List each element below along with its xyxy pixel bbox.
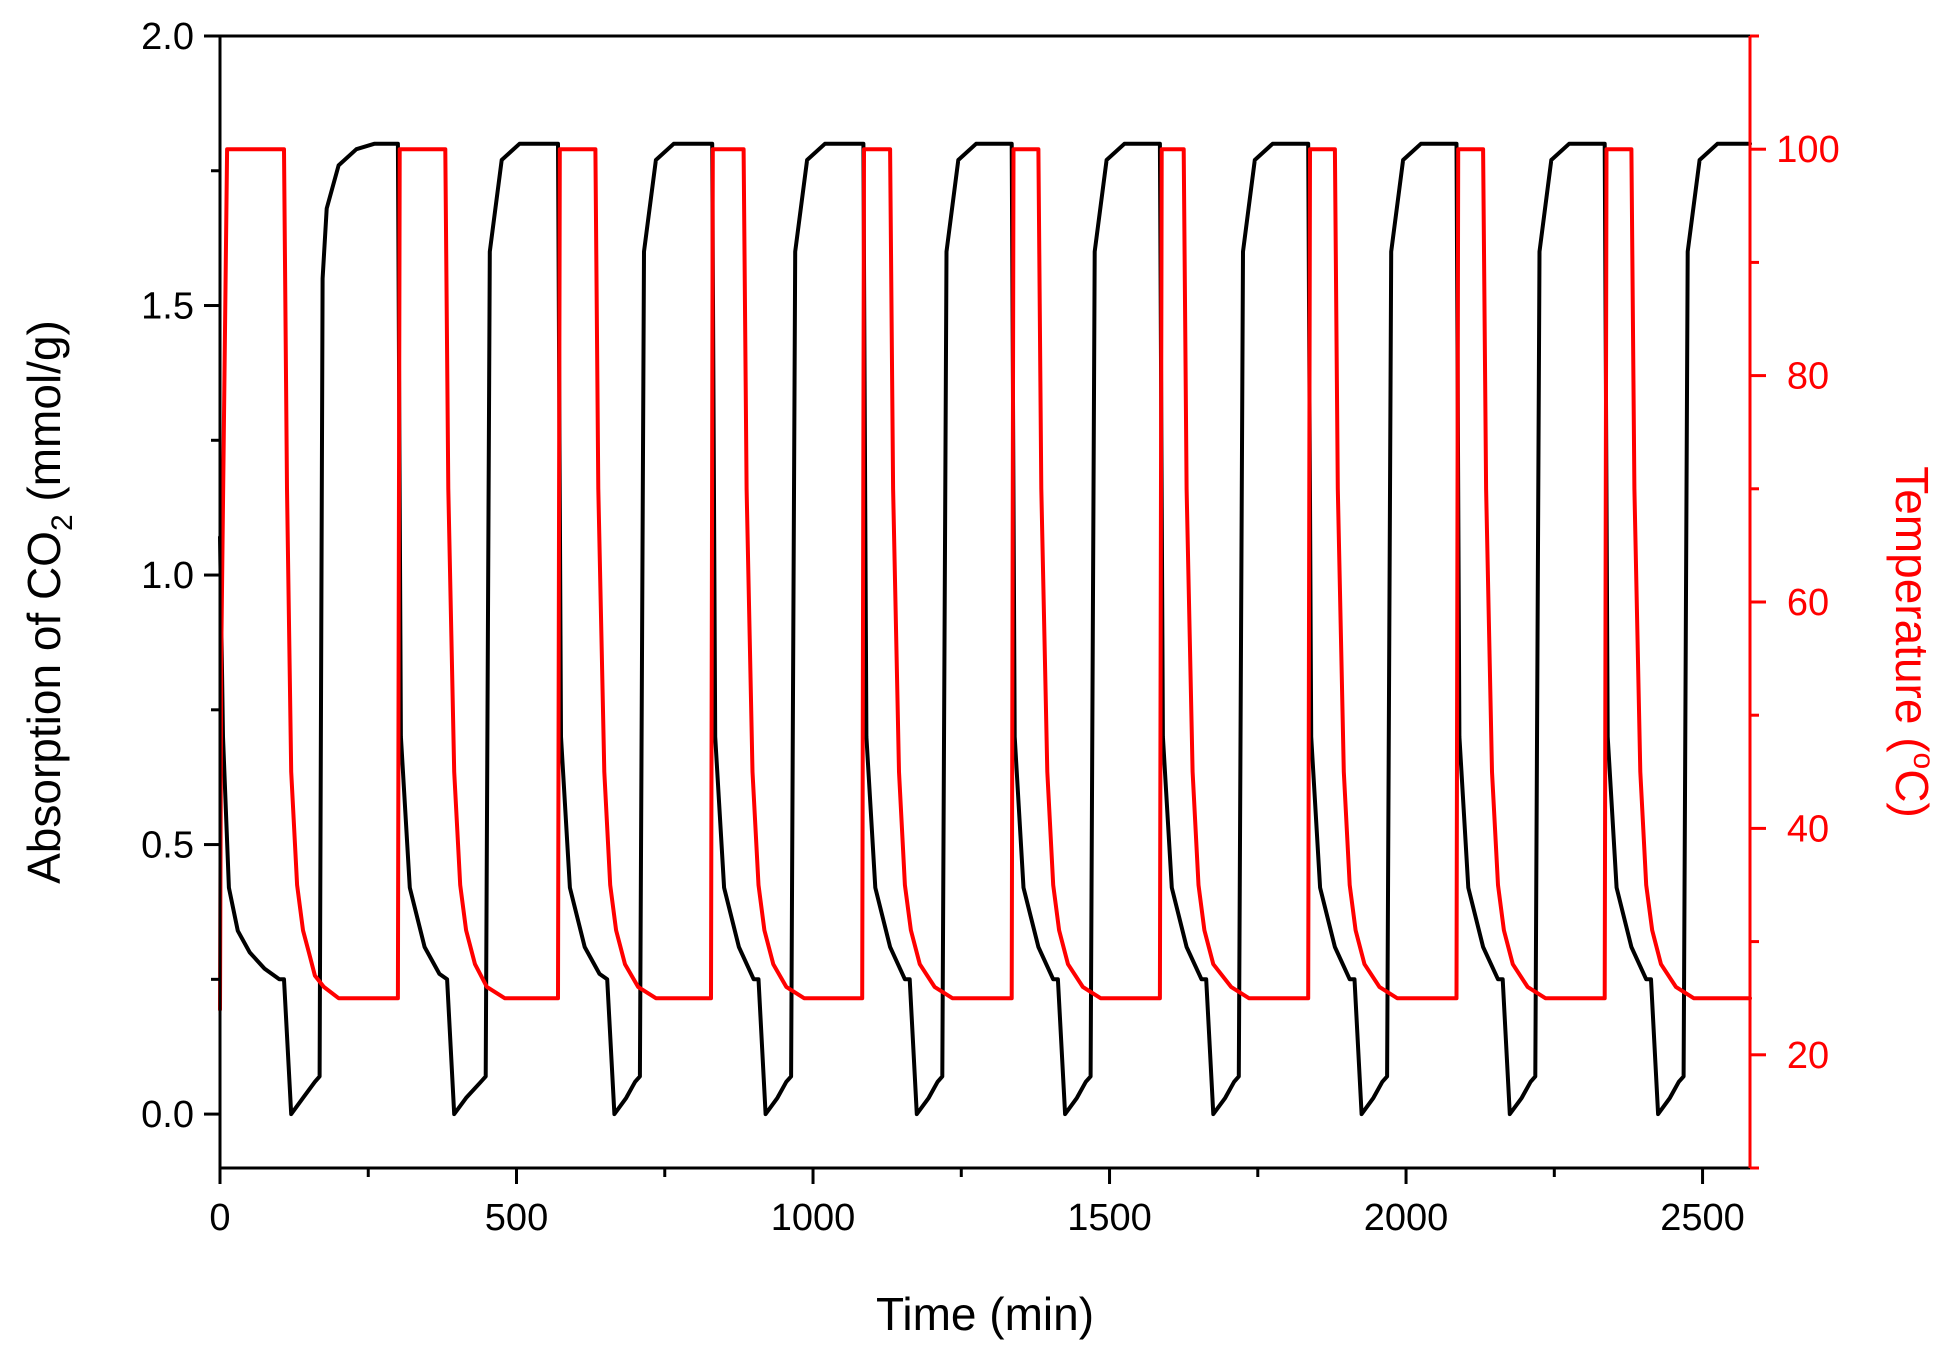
left-y-tick-label: 1.5 bbox=[141, 286, 194, 328]
x-tick-label: 1000 bbox=[771, 1197, 856, 1239]
right-y-tick-label: 60 bbox=[1787, 582, 1829, 624]
x-tick-label: 2500 bbox=[1660, 1197, 1745, 1239]
left-y-tick-label: 2.0 bbox=[141, 16, 194, 58]
right-y-axis-title: Temperature (oC) bbox=[1886, 466, 1940, 818]
right-y-axis-title-prefix: Temperature ( bbox=[1886, 466, 1938, 753]
x-tick-label: 1500 bbox=[1067, 1197, 1152, 1239]
right-y-axis-title-superscript: o bbox=[1907, 753, 1940, 770]
ticks-layer: 0 500 1000 1500 2000 2500 0.0 0.5 1.0 1.5 2.0 20 40 6… bbox=[141, 16, 1840, 1239]
right-y-tick-label: 100 bbox=[1776, 129, 1839, 171]
right-y-tick-label: 80 bbox=[1787, 356, 1829, 398]
left-y-tick-label: 0.5 bbox=[141, 825, 194, 867]
x-tick-label: 500 bbox=[485, 1197, 548, 1239]
right-y-tick-label: 40 bbox=[1787, 808, 1829, 850]
left-y-axis-title-suffix: (mmol/g) bbox=[18, 320, 70, 514]
right-y-tick-label: 20 bbox=[1787, 1035, 1829, 1077]
left-y-tick-label: 0.0 bbox=[141, 1094, 194, 1136]
left-y-axis-title-prefix: Absorption of CO bbox=[18, 531, 70, 884]
x-axis-title: Time (min) bbox=[876, 1288, 1094, 1340]
series-layer bbox=[218, 141, 1752, 1117]
temperature-series-line bbox=[218, 147, 1752, 1012]
right-y-axis-title-suffix: C) bbox=[1886, 769, 1938, 818]
left-y-axis-title-subscript: 2 bbox=[46, 514, 79, 531]
left-y-tick-label: 1.0 bbox=[141, 555, 194, 597]
left-y-axis-title: Absorption of CO2 (mmol/g) bbox=[18, 320, 79, 884]
x-tick-label: 2000 bbox=[1364, 1197, 1449, 1239]
absorption-series-line bbox=[218, 141, 1752, 1117]
x-tick-label: 0 bbox=[209, 1197, 230, 1239]
